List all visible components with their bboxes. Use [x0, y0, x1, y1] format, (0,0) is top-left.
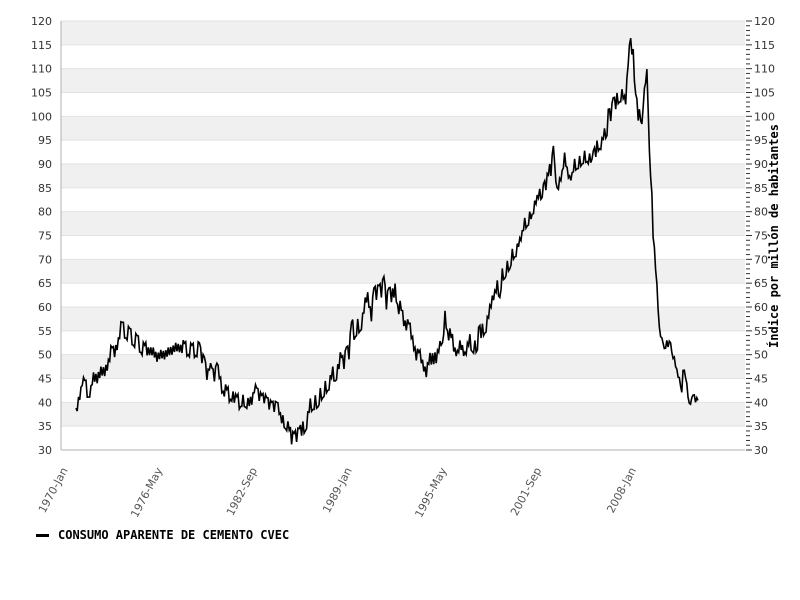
y-axis-tick-label-left: 85	[38, 182, 52, 195]
right-axis-title: Índice por millón de habitantes	[766, 124, 781, 348]
x-axis-tick-label: 2001-Sep	[508, 465, 544, 518]
y-axis-labels-right: 30 35 40 45 50 55 60 65 70 75 80 85 90 95 100 105 110 115…	[754, 15, 775, 457]
plot-band	[61, 21, 745, 45]
plot-bands	[61, 21, 745, 427]
x-axis-labels: 1970-Jan 1976-May 1982-Sep 1989-Jan 1995-May…	[36, 465, 639, 520]
y-axis-tick-label-right: 65	[754, 277, 768, 290]
y-axis-tick-label-right: 90	[754, 158, 768, 171]
y-axis-tick-label-left: 75	[38, 230, 52, 243]
y-axis-tick-label-left: 35	[38, 420, 52, 433]
series-line	[75, 38, 699, 445]
x-axis-tick-label: 1970-Jan	[36, 465, 71, 515]
y-axis-tick-label-left: 110	[31, 63, 52, 76]
y-axis-tick-label-left: 60	[38, 301, 52, 314]
y-axis-tick-label-left: 95	[38, 134, 52, 147]
y-axis-tick-label-right: 75	[754, 230, 768, 243]
y-axis-tick-label-right: 35	[754, 420, 768, 433]
y-axis-tick-label-left: 105	[31, 87, 52, 100]
y-axis-tick-label-right: 110	[754, 63, 775, 76]
y-axis-tick-label-right: 45	[754, 373, 768, 386]
y-axis-tick-label-right: 70	[754, 253, 768, 266]
y-axis-tick-label-right: 50	[754, 349, 768, 362]
plot-band	[61, 354, 745, 379]
y-axis-tick-label-left: 120	[31, 15, 52, 28]
y-axis-tick-label-left: 80	[38, 206, 52, 219]
plot-band	[61, 259, 745, 284]
y-axis-tick-label-right: 80	[754, 206, 768, 219]
y-axis-tick-label-right: 85	[754, 182, 768, 195]
y-axis-tick-label-right: 120	[754, 15, 775, 28]
y-axis-labels-left: 30 35 40 45 50 55 60 65 70 75 80 85 90 95 100 105 110 115…	[31, 15, 52, 457]
y-axis-tick-label-right: 100	[754, 110, 775, 123]
y-axis-tick-label-left: 100	[31, 110, 52, 123]
plot-band	[61, 68, 745, 93]
legend: CONSUMO APARENTE DE CEMENTO CVEC	[36, 528, 289, 542]
y-axis-tick-label-right: 95	[754, 134, 768, 147]
y-axis-tick-label-left: 70	[38, 253, 52, 266]
y-axis-tick-label-left: 45	[38, 373, 52, 386]
y-axis-tick-label-left: 30	[38, 444, 52, 457]
plot-band	[61, 402, 745, 427]
y-axis-tick-label-right: 30	[754, 444, 768, 457]
y-axis-tick-label-right: 60	[754, 301, 768, 314]
y-axis-tick-label-right: 105	[754, 87, 775, 100]
x-axis-tick-label: 2008-Jan	[604, 465, 639, 515]
y-axis-tick-label-right: 55	[754, 325, 768, 338]
axes	[60, 21, 745, 451]
y-axis-tick-label-right: 115	[754, 39, 775, 52]
x-axis-tick-label: 1982-Sep	[224, 465, 260, 518]
plot-band	[61, 211, 745, 236]
plot-band	[61, 116, 745, 141]
y-axis-tick-label-left: 40	[38, 396, 52, 409]
x-axis-tick-label: 1995-May	[412, 465, 449, 520]
legend-label: CONSUMO APARENTE DE CEMENTO CVEC	[58, 528, 290, 542]
right-axis-ticks	[746, 20, 752, 451]
plot-band	[61, 164, 745, 188]
x-axis-tick-label: 1989-Jan	[320, 465, 355, 515]
y-axis-tick-label-left: 55	[38, 325, 52, 338]
y-axis-tick-label-left: 65	[38, 277, 52, 290]
legend-line-swatch	[36, 533, 49, 537]
y-axis-tick-label-left: 90	[38, 158, 52, 171]
y-axis-tick-label-right: 40	[754, 396, 768, 409]
x-axis-tick-label: 1976-May	[128, 465, 165, 520]
y-axis-tick-label-left: 50	[38, 349, 52, 362]
data-series	[75, 38, 699, 445]
y-axis-tick-label-left: 115	[31, 39, 52, 52]
